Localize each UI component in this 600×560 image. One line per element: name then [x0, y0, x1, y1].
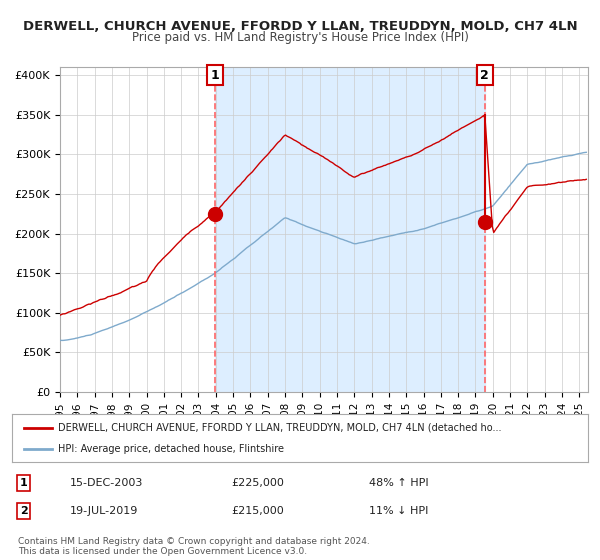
Text: DERWELL, CHURCH AVENUE, FFORDD Y LLAN, TREUDDYN, MOLD, CH7 4LN (detached ho...: DERWELL, CHURCH AVENUE, FFORDD Y LLAN, T… [58, 423, 502, 433]
Text: 1: 1 [211, 69, 220, 82]
Text: £225,000: £225,000 [231, 478, 284, 488]
Text: £215,000: £215,000 [231, 506, 284, 516]
Text: 19-JUL-2019: 19-JUL-2019 [70, 506, 138, 516]
Bar [215, 67, 485, 392]
Text: 11% ↓ HPI: 11% ↓ HPI [369, 506, 428, 516]
Text: Contains HM Land Registry data © Crown copyright and database right 2024.: Contains HM Land Registry data © Crown c… [18, 537, 370, 546]
Text: 2: 2 [20, 506, 28, 516]
Text: 2: 2 [481, 69, 489, 82]
Text: DERWELL, CHURCH AVENUE, FFORDD Y LLAN, TREUDDYN, MOLD, CH7 4LN: DERWELL, CHURCH AVENUE, FFORDD Y LLAN, T… [23, 20, 577, 32]
Text: Price paid vs. HM Land Registry's House Price Index (HPI): Price paid vs. HM Land Registry's House … [131, 31, 469, 44]
Text: 15-DEC-2003: 15-DEC-2003 [70, 478, 143, 488]
Text: HPI: Average price, detached house, Flintshire: HPI: Average price, detached house, Flin… [58, 444, 284, 454]
Text: 48% ↑ HPI: 48% ↑ HPI [369, 478, 429, 488]
Text: 1: 1 [20, 478, 28, 488]
Text: This data is licensed under the Open Government Licence v3.0.: This data is licensed under the Open Gov… [18, 547, 307, 556]
